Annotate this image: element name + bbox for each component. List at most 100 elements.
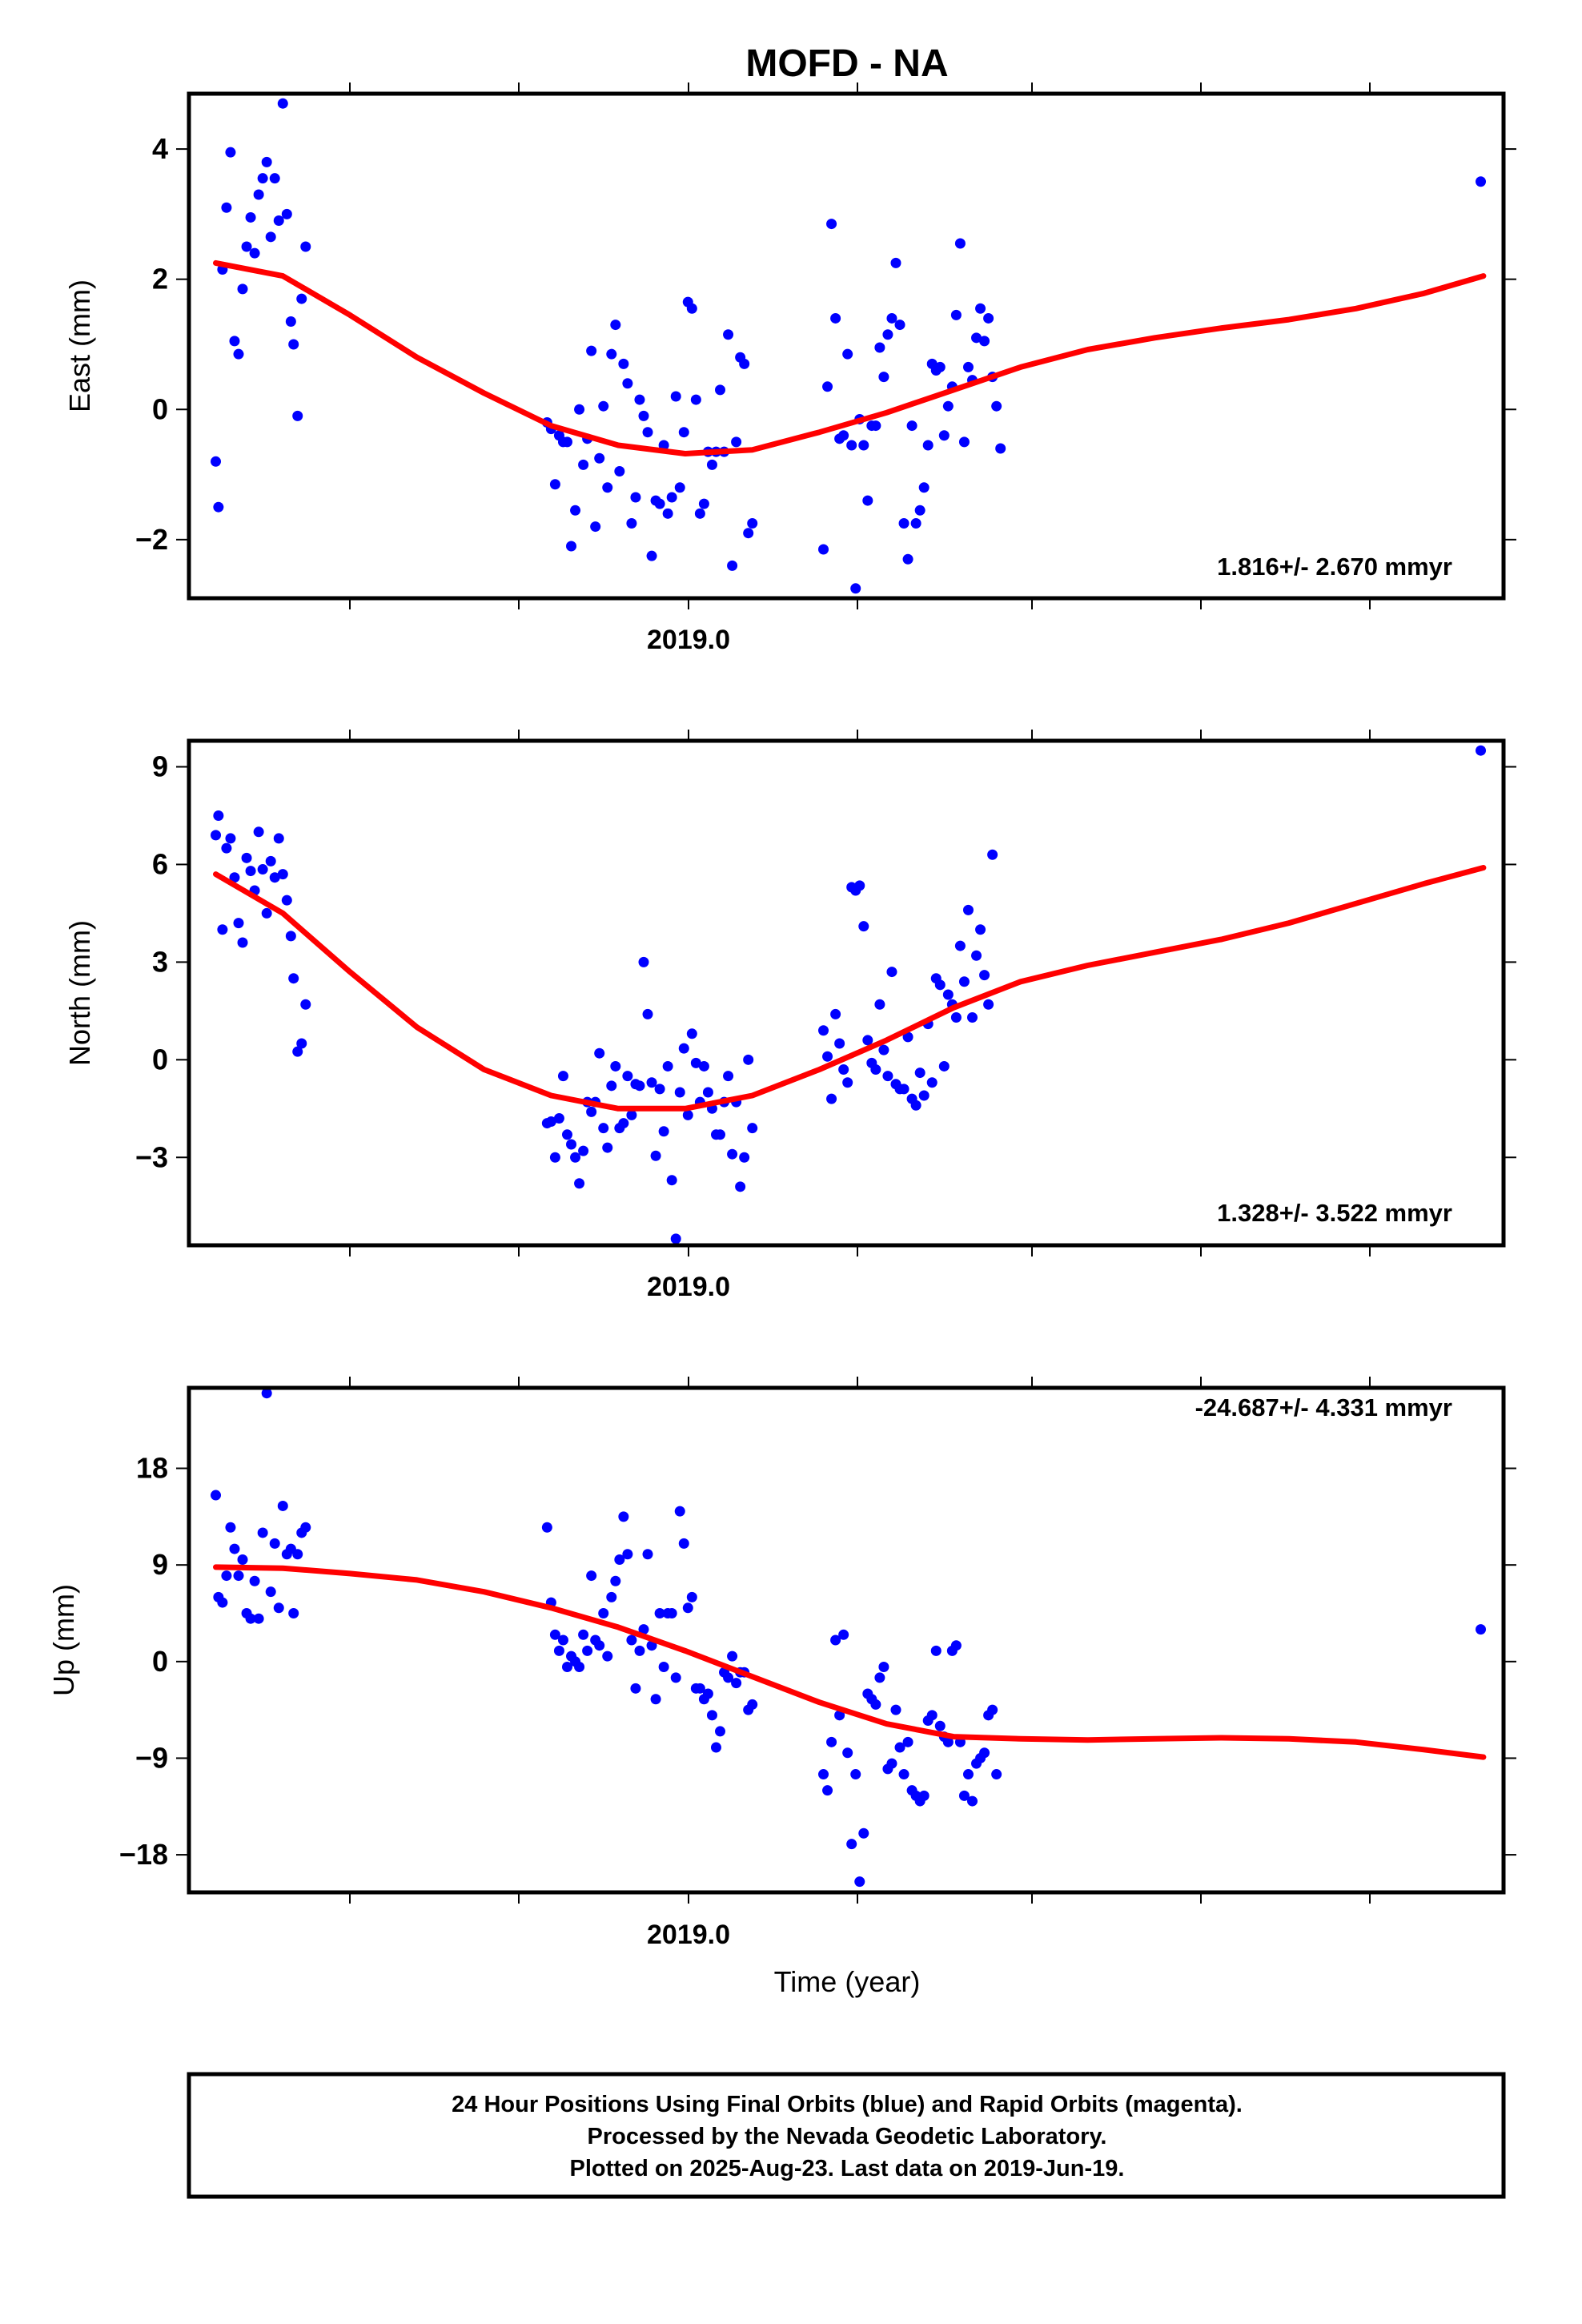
up-data-point [650,1694,661,1705]
up-data-point [229,1543,240,1554]
up-data-point [610,1575,621,1586]
up-data-point [253,1613,264,1624]
up-data-point [942,1736,954,1747]
east-data-point [646,550,657,561]
north-data-point [910,1100,921,1111]
east-data-point [626,518,637,529]
up-data-point [747,1699,758,1710]
north-data-point [229,872,240,883]
east-data-point [622,378,633,389]
north-data-point [245,866,256,877]
east-plot-area [211,98,1487,594]
footer-line-1: 24 Hour Positions Using Final Orbits (bl… [452,2092,1243,2117]
north-data-point [618,1118,629,1129]
north-ytick-label: −3 [135,1140,168,1173]
east-data-point [822,381,833,392]
east-data-point [229,336,240,347]
north-data-point [739,1152,750,1163]
up-fit-line [213,1564,1487,1760]
up-data-point [221,1570,232,1582]
up-data-point [894,1742,905,1753]
up-data-point [934,1720,946,1731]
north-data-point [646,1077,657,1088]
north-data-point [296,1038,307,1049]
east-data-point [862,495,873,506]
east-data-point [739,358,750,369]
north-data-point [826,1093,837,1104]
east-data-point [882,329,893,340]
north-data-point [914,1068,926,1079]
north-data-point [602,1142,613,1153]
north-data-point [269,872,280,883]
north-data-point [735,1181,746,1192]
up-data-point [602,1651,613,1662]
east-data-point [666,492,677,503]
north-panel: 2019.0 −3 0 3 6 9 North (mm) 1.328+/- 3.522 mm… [63,730,1516,1302]
north-rate-label: 1.328+/- 3.522 mmyr [1217,1199,1452,1227]
up-plot-area [211,1388,1487,1888]
up-data-point [666,1607,677,1618]
up-data-point [854,1876,865,1888]
north-data-point [257,864,268,875]
east-data-point [598,400,609,412]
east-data-point [630,492,641,503]
north-data-point [217,924,228,935]
up-data-point [838,1629,849,1640]
north-data-point [265,855,276,866]
up-data-point [918,1790,930,1801]
east-data-point [918,482,930,493]
footer-line-2: Processed by the Nevada Geodetic Laborat… [588,2124,1107,2149]
up-data-point [898,1769,909,1780]
east-data-point [634,394,645,405]
north-data-point [858,921,869,932]
east-data-point [715,384,726,396]
north-data-point [702,1087,713,1098]
east-data-point [574,404,585,415]
north-data-point [237,937,248,948]
up-data-point [622,1549,633,1560]
east-ytick-label: −2 [135,523,168,556]
up-data-point [682,1602,693,1614]
east-data-point [914,505,926,516]
up-data-point [630,1683,641,1694]
up-data-point [237,1554,248,1565]
up-data-point [958,1790,970,1801]
up-data-point [962,1769,974,1780]
north-data-point [918,1090,930,1101]
east-data-point [838,430,849,441]
north-data-point [723,1071,734,1082]
up-data-point [292,1549,303,1560]
east-data-point [642,427,653,438]
north-data-point [979,970,990,981]
east-rate-label: 1.816+/- 2.670 mmyr [1217,553,1452,581]
north-data-point [971,950,982,961]
up-data-point [658,1662,669,1673]
up-data-point [834,1710,845,1721]
north-ytick-label: 3 [152,945,168,978]
up-data-point [549,1629,560,1640]
east-data-point [842,348,853,360]
up-data-point [288,1607,299,1618]
up-data-point [818,1769,829,1780]
east-data-point [257,173,268,184]
north-data-point [557,1071,568,1082]
east-data-point [253,189,264,200]
north-data-point [225,833,236,844]
north-data-point [686,1028,697,1039]
up-data-point [618,1511,629,1522]
east-data-point [265,231,276,243]
up-data-point [979,1747,990,1759]
up-data-point [225,1522,236,1533]
up-data-point [822,1785,833,1796]
east-data-point [602,482,613,493]
east-data-point [950,309,962,320]
east-data-point [694,508,705,519]
up-data-point [626,1634,637,1646]
up-data-point [249,1575,260,1586]
north-data-point [574,1178,585,1189]
up-data-point [578,1629,589,1640]
up-frame [187,1385,1506,1895]
north-data-point [862,1035,873,1046]
east-data-point [706,459,717,470]
east-data-point [566,541,577,552]
